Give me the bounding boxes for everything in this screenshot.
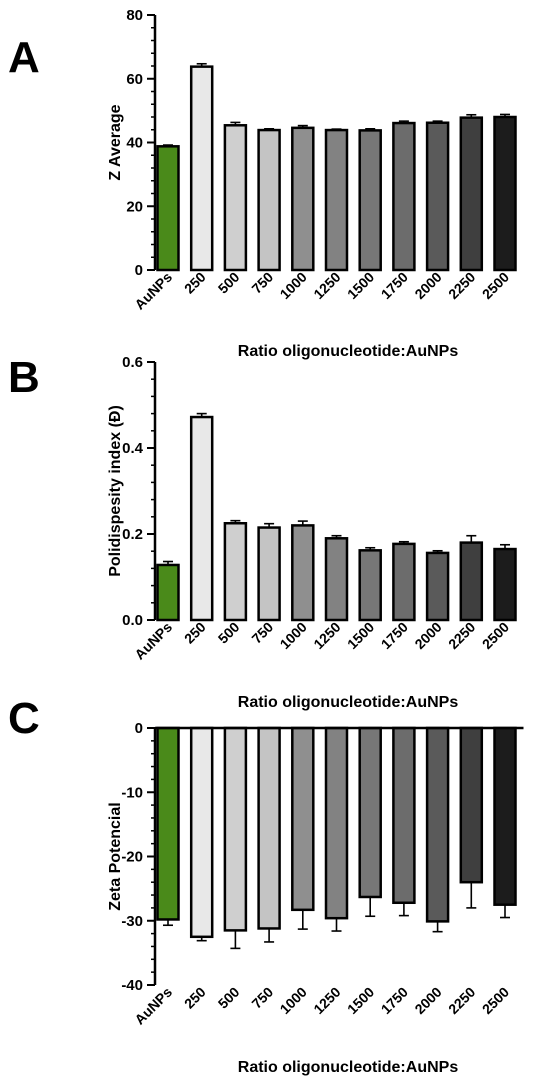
x-tick-label-2500: 2500 — [479, 269, 512, 302]
bar-750 — [257, 526, 281, 622]
bar-250 — [189, 415, 214, 622]
x-tick-label-1000: 1000 — [277, 619, 310, 652]
x-tick-label-1000: 1000 — [277, 984, 310, 1017]
x-axis-title: Ratio oligonucleotide:AuNPs — [238, 1059, 459, 1076]
x-tick-label-1250: 1250 — [310, 984, 343, 1017]
x-tick-label-1250: 1250 — [310, 269, 343, 302]
bar-2000 — [425, 121, 450, 272]
bar-1750 — [392, 726, 416, 905]
x-tick-label-750: 750 — [248, 619, 276, 647]
x-tick-label-1000: 1000 — [277, 269, 310, 302]
x-tick-label-750: 750 — [248, 269, 276, 297]
x-axis-title: Ratio oligonucleotide:AuNPs — [238, 343, 459, 360]
x-tick-label-2500: 2500 — [479, 619, 512, 652]
bar-250 — [189, 65, 214, 272]
x-tick-label-1500: 1500 — [344, 269, 377, 302]
bar-2250 — [459, 541, 484, 622]
bar-1500 — [358, 129, 382, 272]
y-tick-label: 60 — [126, 71, 143, 88]
bar-750 — [257, 128, 281, 272]
y-tick-label: 0.0 — [122, 612, 143, 629]
y-tick-label: -20 — [121, 849, 143, 866]
bar-1750 — [392, 542, 416, 622]
y-tick-label: 0 — [135, 720, 143, 737]
bar-2250 — [459, 726, 484, 884]
bar-1250 — [324, 726, 349, 920]
x-tick-label-2250: 2250 — [445, 269, 478, 302]
x-tick-label-2250: 2250 — [445, 984, 478, 1017]
bar-1000 — [291, 726, 315, 912]
x-tick-label-250: 250 — [181, 984, 209, 1012]
y-tick-label: 0.2 — [122, 526, 143, 543]
panel-b-letter: B — [8, 353, 40, 402]
x-tick-label-2000: 2000 — [411, 984, 444, 1017]
x-axis-title: Ratio oligonucleotide:AuNPs — [238, 694, 459, 711]
x-tick-label-500: 500 — [215, 269, 243, 297]
bar-750 — [257, 726, 281, 930]
x-tick-label-500: 500 — [215, 984, 243, 1012]
bar-1750 — [392, 121, 416, 272]
bar-250 — [189, 726, 214, 939]
y-tick-label: 80 — [126, 7, 143, 24]
y-tick-label: -30 — [121, 913, 143, 930]
bar-1000 — [291, 524, 315, 622]
x-tick-label-2500: 2500 — [479, 984, 512, 1017]
y-axis-title: Polidispesity index (Đ) — [107, 405, 124, 577]
bar-1250 — [324, 537, 349, 622]
bar-500 — [223, 726, 248, 932]
y-tick-label: 0.6 — [122, 354, 143, 371]
bar-2000 — [425, 726, 450, 923]
y-tick-label: 0.4 — [122, 440, 144, 457]
x-tick-label-1750: 1750 — [378, 269, 411, 302]
bar-AuNPs — [156, 726, 180, 921]
x-tick-label-250: 250 — [181, 619, 209, 647]
x-tick-label-2000: 2000 — [411, 269, 444, 302]
x-tick-label-2250: 2250 — [445, 619, 478, 652]
y-tick-label: 0 — [135, 262, 143, 279]
y-tick-label: -40 — [121, 977, 143, 994]
y-tick-label: 40 — [126, 135, 143, 152]
y-tick-label: -10 — [121, 784, 143, 801]
y-axis-title: Z Average — [107, 104, 124, 180]
x-tick-label-1500: 1500 — [344, 984, 377, 1017]
bar-500 — [223, 522, 248, 622]
x-tick-label-1750: 1750 — [378, 619, 411, 652]
bar-AuNPs — [156, 145, 180, 272]
bar-1000 — [291, 126, 315, 272]
bar-2500 — [493, 115, 517, 272]
y-axis-title: Zeta Potencial — [107, 802, 124, 910]
x-tick-label-500: 500 — [215, 619, 243, 647]
bar-1500 — [358, 726, 382, 899]
x-tick-label-1250: 1250 — [310, 619, 343, 652]
bar-2500 — [493, 726, 517, 906]
bar-1250 — [324, 128, 349, 272]
x-tick-label-1750: 1750 — [378, 984, 411, 1017]
bar-2250 — [459, 116, 484, 272]
panel-c-letter: C — [8, 694, 40, 743]
y-tick-label: 20 — [126, 198, 143, 215]
x-tick-label-750: 750 — [248, 984, 276, 1012]
bar-AuNPs — [156, 563, 180, 622]
bar-2500 — [493, 547, 517, 622]
x-tick-label-1500: 1500 — [344, 619, 377, 652]
x-tick-label-2000: 2000 — [411, 619, 444, 652]
bar-500 — [223, 124, 248, 272]
bar-1500 — [358, 549, 382, 622]
x-tick-label-250: 250 — [181, 269, 209, 297]
panel-a-letter: A — [8, 33, 40, 82]
bar-2000 — [425, 551, 450, 622]
